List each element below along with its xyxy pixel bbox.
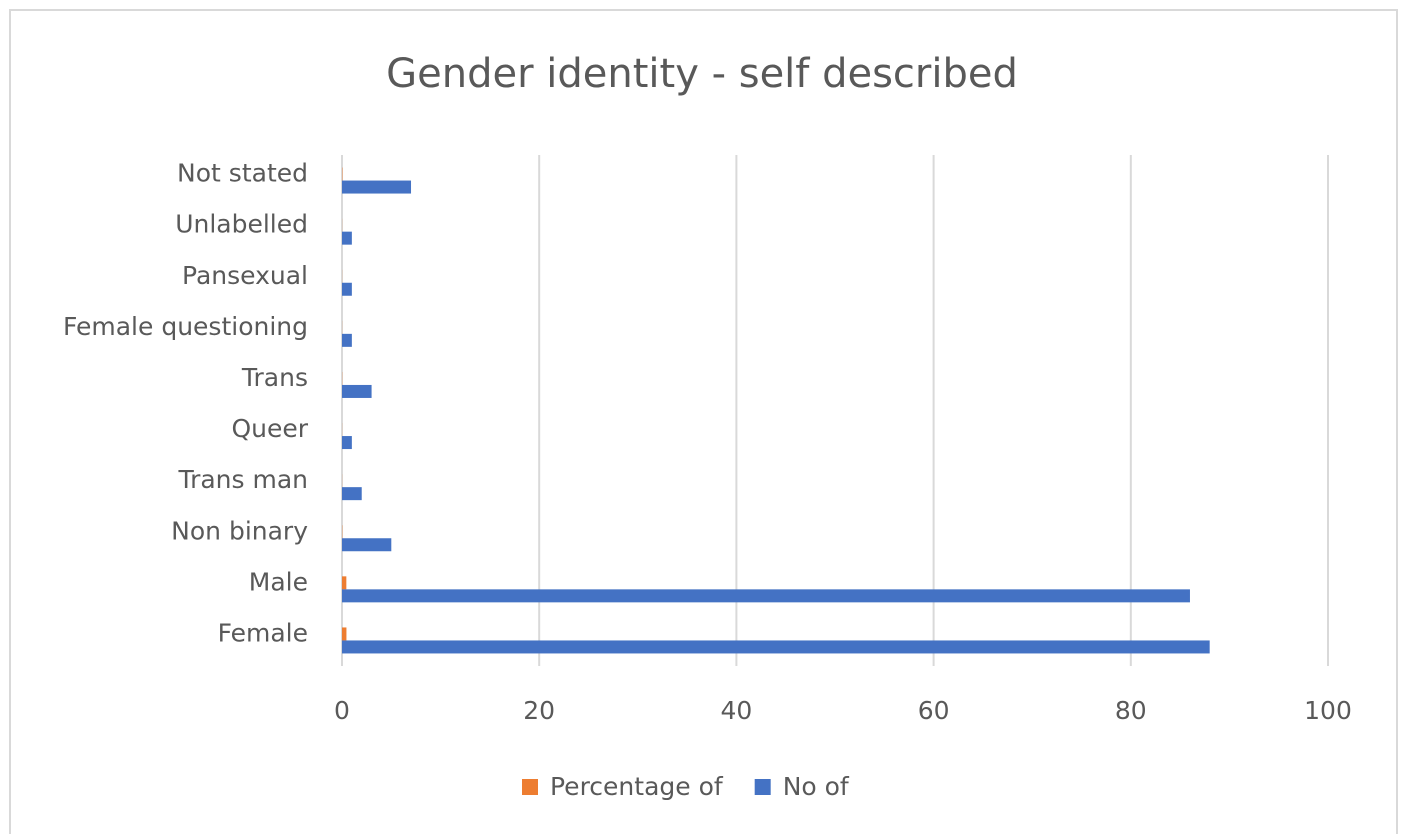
y-tick-label: Pansexual <box>182 261 308 290</box>
bar <box>342 180 412 194</box>
bar <box>342 589 1190 603</box>
bar <box>342 384 372 398</box>
bar <box>342 538 392 552</box>
bar <box>342 436 352 450</box>
bar <box>342 640 1210 654</box>
x-tick-label: 20 <box>523 696 555 725</box>
chart-title: Gender identity - self described <box>386 51 1018 97</box>
bar <box>342 333 352 347</box>
x-tick-label: 60 <box>918 696 950 725</box>
x-tick-label: 40 <box>720 696 752 725</box>
legend-swatch <box>754 779 771 795</box>
x-tick-label: 100 <box>1304 696 1352 725</box>
y-tick-label: Female questioning <box>63 312 308 341</box>
legend-label: Percentage of <box>550 772 724 801</box>
y-tick-label: Not stated <box>177 159 308 188</box>
x-tick-label: 80 <box>1115 696 1147 725</box>
y-tick-label: Unlabelled <box>175 210 308 239</box>
chart-frame <box>9 9 1398 834</box>
bar <box>342 231 352 245</box>
y-tick-label: Trans man <box>177 465 308 494</box>
y-tick-label: Male <box>249 567 308 596</box>
y-tick-label: Female <box>218 618 308 647</box>
legend-swatch <box>522 779 538 795</box>
y-tick-label: Non binary <box>171 516 308 545</box>
x-tick-label: 0 <box>334 696 350 725</box>
bar <box>342 627 347 641</box>
y-tick-label: Trans <box>241 363 308 392</box>
bar <box>342 282 352 296</box>
bar <box>342 487 362 501</box>
bar <box>342 576 347 590</box>
legend-label: No of <box>783 772 850 801</box>
y-tick-label: Queer <box>231 414 308 443</box>
